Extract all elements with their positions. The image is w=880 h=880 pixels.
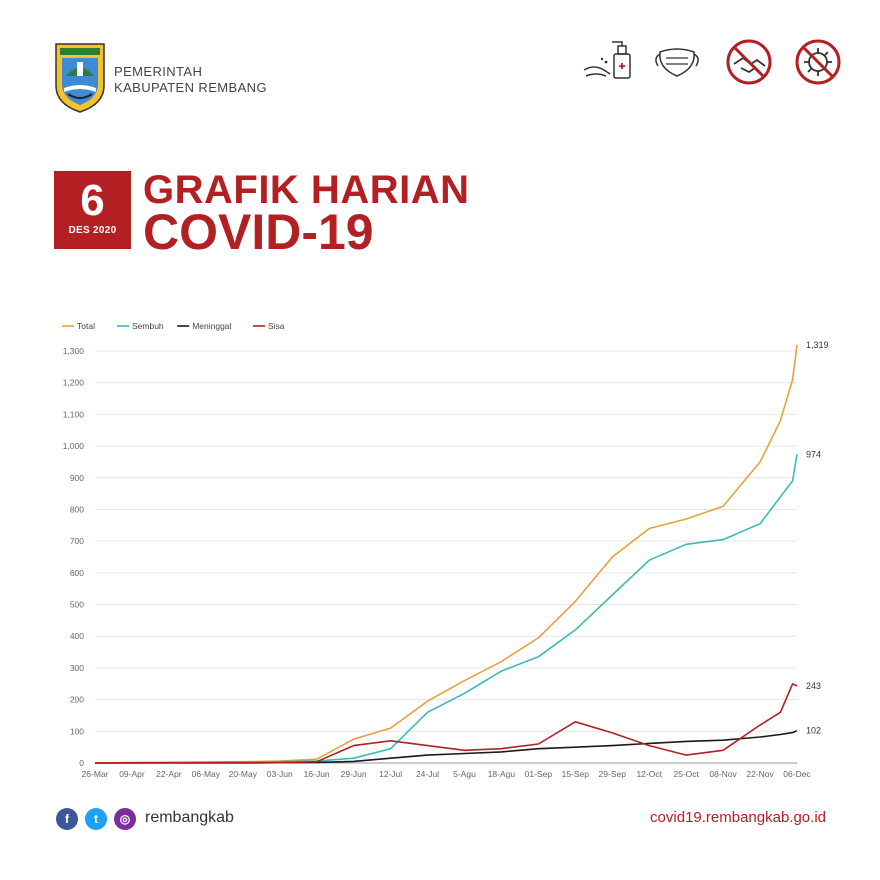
y-tick-label: 100 [70, 726, 84, 736]
org-name: PEMERINTAH KABUPATEN REMBANG [114, 64, 267, 96]
x-tick-label: 26-Mar [82, 769, 109, 779]
series-line-meninggal [95, 729, 798, 764]
x-tick-label: 18-Agu [488, 769, 516, 779]
chart-series [94, 344, 798, 764]
facebook-icon[interactable]: f [56, 808, 78, 830]
rembang-crest-logo [55, 43, 105, 113]
hand-sanitizer-icon [583, 41, 631, 79]
y-tick-label: 1,300 [63, 346, 85, 356]
y-tick-label: 800 [70, 504, 84, 514]
website-link[interactable]: covid19.rembangkab.go.id [650, 809, 826, 826]
page-title-line2: COVID-19 [143, 204, 374, 260]
series-line-sisa [94, 682, 798, 764]
end-label-sisa: 243 [806, 681, 821, 691]
end-labels: 1,319 974 102 243 [806, 340, 829, 736]
x-tick-label: 16-Jun [304, 769, 330, 779]
x-tick-label: 03-Jun [267, 769, 293, 779]
x-tick-label: 15-Sep [562, 769, 590, 779]
no-virus-icon [795, 39, 841, 85]
x-tick-label: 09-Apr [119, 769, 145, 779]
x-tick-label: 20-May [229, 769, 258, 779]
x-tick-label: 22-Apr [156, 769, 182, 779]
date-month: DES 2020 [68, 225, 117, 236]
end-label-meninggal: 102 [806, 726, 821, 736]
page-title-line1: GRAFIK HARIAN [143, 168, 470, 212]
y-tick-label: 0 [79, 758, 84, 768]
y-tick-label: 500 [70, 600, 84, 610]
x-tick-label: 12-Jul [379, 769, 402, 779]
x-tick-label: 29-Sep [599, 769, 627, 779]
date-day: 6 [80, 176, 105, 225]
series-line-sembuh [95, 454, 798, 764]
y-tick-label: 200 [70, 695, 84, 705]
legend-label: Total [77, 321, 95, 331]
twitter-icon[interactable]: t [85, 808, 107, 830]
x-tick-label: 06-May [192, 769, 221, 779]
chart-legend: Total Sembuh Meninggal Sisa [62, 321, 285, 331]
x-tick-label: 5-Agu [453, 769, 476, 779]
y-tick-label: 600 [70, 568, 84, 578]
x-tick-label: 22-Nov [746, 769, 774, 779]
org-line2: KABUPATEN REMBANG [114, 80, 267, 95]
chart-grid [95, 350, 797, 764]
legend-label: Meninggal [192, 321, 231, 331]
y-tick-label: 1,000 [63, 441, 85, 451]
y-tick-label: 1,100 [63, 409, 85, 419]
end-label-total: 1,319 [806, 340, 829, 350]
series-line-total [94, 344, 798, 764]
x-tick-label: 29-Jun [341, 769, 367, 779]
y-tick-label: 900 [70, 473, 84, 483]
face-mask-icon [655, 48, 699, 77]
instagram-icon[interactable]: ◎ [114, 808, 136, 830]
covid-line-chart: Total Sembuh Meninggal Sisa 0 100 200 300 400 50… [62, 321, 829, 779]
x-tick-label: 25-Oct [673, 769, 699, 779]
legend-label: Sisa [268, 321, 285, 331]
y-tick-label: 700 [70, 536, 84, 546]
x-tick-label: 06-Dec [783, 769, 811, 779]
y-tick-label: 300 [70, 663, 84, 673]
x-axis: 26-Mar 09-Apr 22-Apr 06-May 20-May 03-Jun 16-J… [82, 769, 812, 779]
legend-label: Sembuh [132, 321, 164, 331]
date-badge: 6 DES 2020 [54, 171, 131, 249]
org-line1: PEMERINTAH [114, 64, 203, 79]
x-tick-label: 08-Nov [709, 769, 737, 779]
x-tick-label: 12-Oct [636, 769, 662, 779]
y-tick-label: 1,200 [63, 378, 85, 388]
no-handshake-icon [726, 39, 772, 85]
social-handle[interactable]: rembangkab [145, 809, 234, 826]
x-tick-label: 01-Sep [525, 769, 553, 779]
x-tick-label: 24-Jul [416, 769, 439, 779]
y-tick-label: 400 [70, 631, 84, 641]
y-axis: 0 100 200 300 400 500 600 700 800 900 1,000 1,100 1,… [63, 346, 85, 768]
end-label-sembuh: 974 [806, 449, 821, 459]
